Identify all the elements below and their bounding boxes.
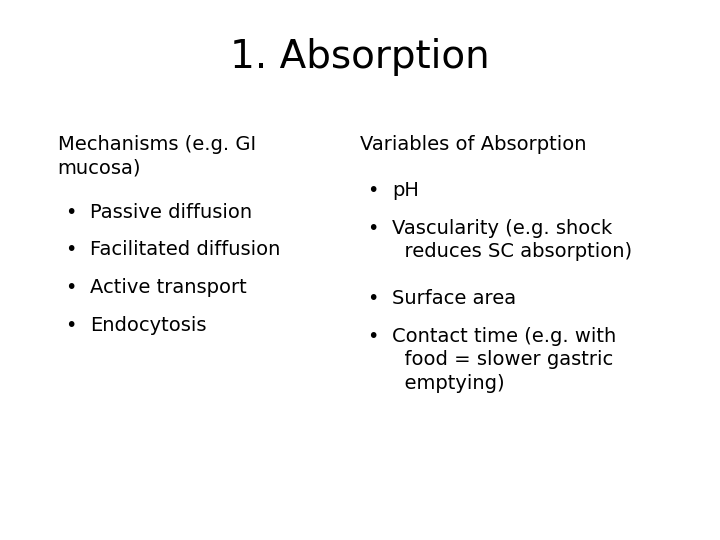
Text: •: • xyxy=(367,219,379,238)
Text: •: • xyxy=(65,240,76,259)
Text: pH: pH xyxy=(392,181,419,200)
Text: •: • xyxy=(65,316,76,335)
Text: •: • xyxy=(367,327,379,346)
Text: Facilitated diffusion: Facilitated diffusion xyxy=(90,240,280,259)
Text: Active transport: Active transport xyxy=(90,278,247,297)
Text: Endocytosis: Endocytosis xyxy=(90,316,207,335)
Text: •: • xyxy=(367,181,379,200)
Text: •: • xyxy=(65,202,76,221)
Text: Variables of Absorption: Variables of Absorption xyxy=(360,135,587,154)
Text: •: • xyxy=(367,289,379,308)
Text: 1. Absorption: 1. Absorption xyxy=(230,38,490,76)
Text: Mechanisms (e.g. GI
mucosa): Mechanisms (e.g. GI mucosa) xyxy=(58,135,256,178)
Text: Vascularity (e.g. shock
  reduces SC absorption): Vascularity (e.g. shock reduces SC absor… xyxy=(392,219,633,261)
Text: Surface area: Surface area xyxy=(392,289,516,308)
Text: •: • xyxy=(65,278,76,297)
Text: Contact time (e.g. with
  food = slower gastric
  emptying): Contact time (e.g. with food = slower ga… xyxy=(392,327,616,393)
Text: Passive diffusion: Passive diffusion xyxy=(90,202,252,221)
